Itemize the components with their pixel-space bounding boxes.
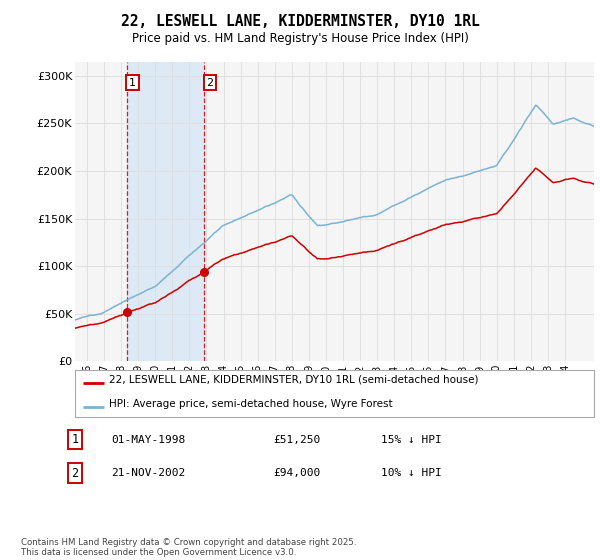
Text: 22, LESWELL LANE, KIDDERMINSTER, DY10 1RL: 22, LESWELL LANE, KIDDERMINSTER, DY10 1R… xyxy=(121,14,479,29)
Text: 01-MAY-1998: 01-MAY-1998 xyxy=(111,435,185,445)
Text: 22, LESWELL LANE, KIDDERMINSTER, DY10 1RL (semi-detached house): 22, LESWELL LANE, KIDDERMINSTER, DY10 1R… xyxy=(109,375,478,385)
Text: £51,250: £51,250 xyxy=(273,435,320,445)
Text: 10% ↓ HPI: 10% ↓ HPI xyxy=(381,468,442,478)
Text: 2: 2 xyxy=(71,466,79,480)
Bar xyxy=(127,62,205,361)
Text: 21-NOV-2002: 21-NOV-2002 xyxy=(111,468,185,478)
Text: £94,000: £94,000 xyxy=(273,468,320,478)
Text: 1: 1 xyxy=(71,433,79,446)
Text: HPI: Average price, semi-detached house, Wyre Forest: HPI: Average price, semi-detached house,… xyxy=(109,399,392,409)
Text: 1: 1 xyxy=(129,77,136,87)
Text: 15% ↓ HPI: 15% ↓ HPI xyxy=(381,435,442,445)
Text: 2: 2 xyxy=(206,77,214,87)
Text: Contains HM Land Registry data © Crown copyright and database right 2025.
This d: Contains HM Land Registry data © Crown c… xyxy=(21,538,356,557)
Text: Price paid vs. HM Land Registry's House Price Index (HPI): Price paid vs. HM Land Registry's House … xyxy=(131,32,469,45)
